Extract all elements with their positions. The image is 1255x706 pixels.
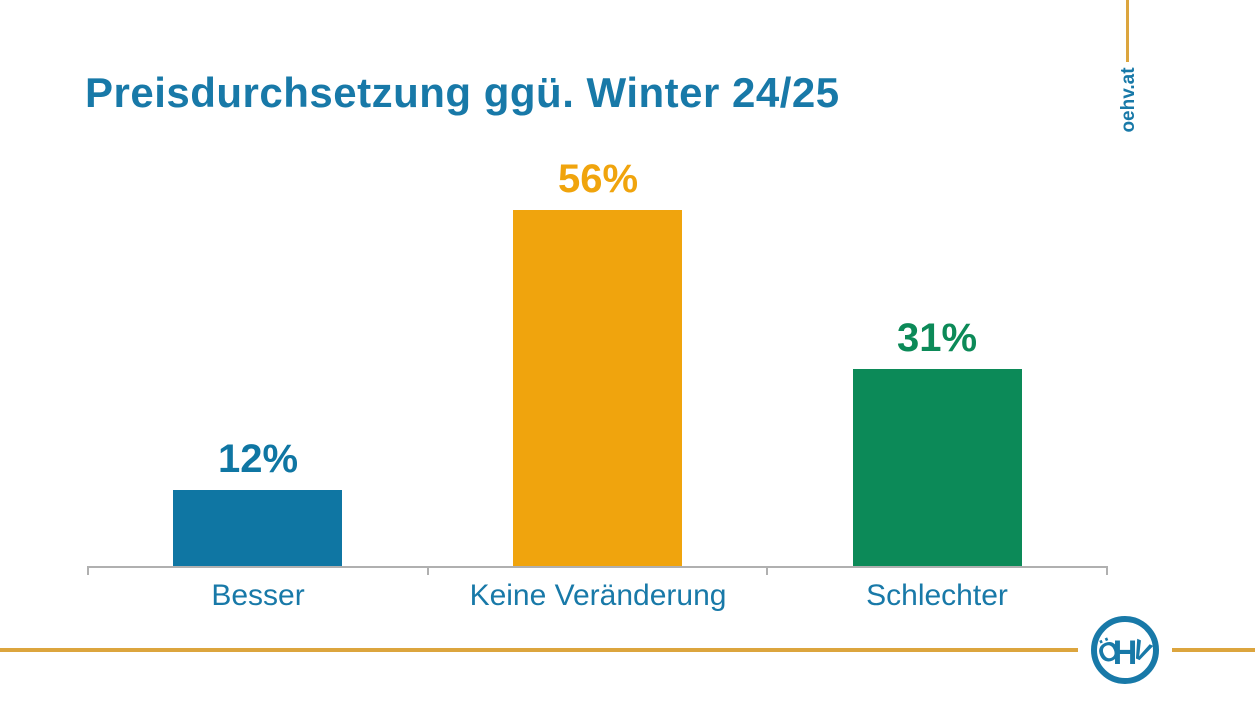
- bar-category-label-besser: Besser: [211, 579, 305, 612]
- bar-schlechter: [853, 369, 1022, 566]
- oehv-logo-image: Ö H V: [1091, 616, 1159, 684]
- website-label: oehv.at: [1118, 67, 1139, 133]
- bar-keine-ver-nderung: [513, 210, 682, 566]
- x-axis-tick: [426, 566, 429, 575]
- bar-besser: [173, 490, 342, 566]
- logo-ring: [1091, 616, 1159, 684]
- chart-title: Preisdurchsetzung ggü. Winter 24/25: [85, 69, 840, 116]
- x-axis-tick: [1106, 566, 1108, 575]
- x-axis-line: [88, 566, 1107, 568]
- bottom-accent-line: [0, 648, 1255, 652]
- bar-category-label-schlechter: Schlechter: [866, 579, 1008, 612]
- bar-category-label-keine-ver-nderung: Keine Veränderung: [469, 579, 727, 612]
- x-axis-tick: [87, 566, 89, 575]
- bar-value-label-keine-ver-nderung: 56%: [557, 157, 639, 201]
- bar-value-label-besser: 12%: [217, 437, 299, 481]
- logo-letter-h: H: [1113, 634, 1138, 672]
- bar-value-label-schlechter: 31%: [896, 316, 978, 360]
- top-accent-line: [1126, 0, 1129, 62]
- oehv-logo: Ö H V: [1078, 610, 1172, 690]
- x-axis-tick: [766, 566, 769, 575]
